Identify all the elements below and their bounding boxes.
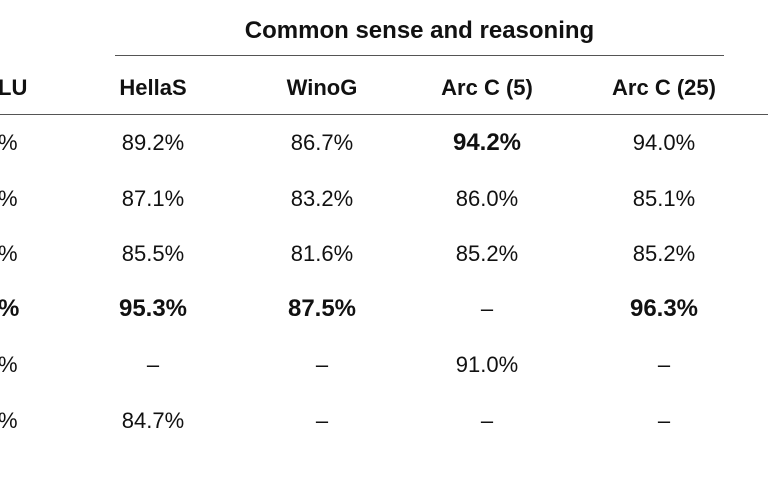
table-cell-r3-c2: 87.5% [287, 295, 357, 322]
group-header-rule [115, 55, 724, 56]
table-cell-r1-c0: % [0, 188, 18, 210]
column-header-2: WinoG [286, 75, 358, 100]
table-cell-r2-c2: 81.6% [290, 241, 354, 266]
column-header-1: HellaS [119, 75, 187, 100]
table-cell-r2-c3: 85.2% [455, 241, 519, 266]
header-rule [0, 114, 768, 115]
table-cell-r1-c1: 87.1% [121, 186, 185, 211]
table-cell-r3-c0: % [0, 295, 20, 322]
table-cell-r4-c0: % [0, 354, 18, 376]
table-cell-r0-c4: 94.0% [632, 130, 696, 155]
column-header-3: Arc C (5) [441, 75, 533, 100]
table-cell-r1-c2: 83.2% [290, 186, 354, 211]
column-header-4: Arc C (25) [612, 75, 716, 100]
table-cell-r3-c3: – [480, 296, 494, 321]
table-cell-r2-c0: % [0, 243, 18, 265]
table-cell-r5-c2: – [315, 408, 329, 433]
group-header-title: Common sense and reasoning [244, 17, 595, 44]
table-cell-r0-c2: 86.7% [290, 130, 354, 155]
table-cell-r0-c0: % [0, 132, 18, 154]
table-cell-r4-c1: – [146, 352, 160, 377]
table-cell-r0-c1: 89.2% [121, 130, 185, 155]
column-header-0: LU [0, 75, 28, 100]
table-cell-r5-c3: – [480, 408, 494, 433]
table-cell-r4-c4: – [657, 352, 671, 377]
table-cell-r3-c4: 96.3% [629, 295, 699, 322]
table-cell-r1-c3: 86.0% [455, 186, 519, 211]
table-cell-r5-c0: % [0, 410, 18, 432]
table-cell-r2-c1: 85.5% [121, 241, 185, 266]
table-cell-r0-c3: 94.2% [452, 129, 522, 156]
table-cell-r4-c3: 91.0% [455, 352, 519, 377]
table-cell-r5-c4: – [657, 408, 671, 433]
table-cell-r1-c4: 85.1% [632, 186, 696, 211]
table-cell-r3-c1: 95.3% [118, 295, 188, 322]
table-cell-r2-c4: 85.2% [632, 241, 696, 266]
table-cell-r4-c2: – [315, 352, 329, 377]
table-cell-r5-c1: 84.7% [121, 408, 185, 433]
